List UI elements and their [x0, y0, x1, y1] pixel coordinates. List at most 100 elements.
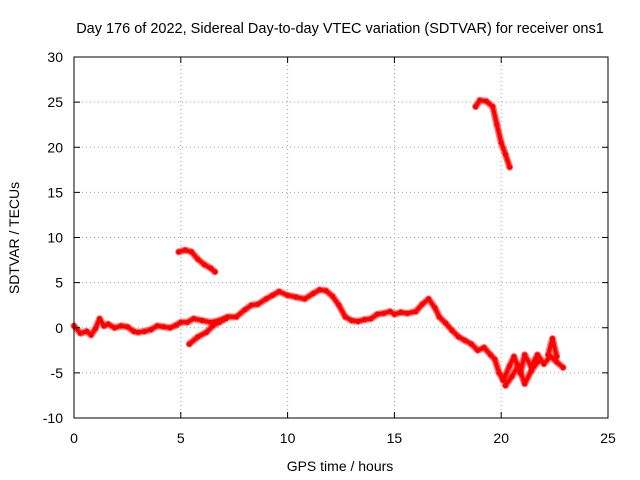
data-point: [216, 319, 222, 325]
data-point: [329, 293, 336, 299]
data-point: [462, 337, 468, 343]
data-point: [534, 352, 541, 358]
y-tick-label: 15: [47, 184, 63, 200]
data-point: [191, 316, 197, 322]
data-point: [349, 317, 355, 324]
data-point: [496, 370, 502, 376]
data-point: [419, 301, 425, 307]
data-point: [498, 140, 504, 146]
data-point: [77, 330, 83, 336]
data-point: [522, 381, 528, 387]
data-point: [199, 317, 205, 324]
data-point: [436, 314, 442, 320]
data-point: [101, 323, 107, 329]
x-tick-label: 20: [493, 430, 509, 446]
x-axis-label: GPS time / hours: [287, 458, 394, 474]
data-point: [336, 302, 342, 308]
data-point: [263, 296, 269, 302]
data-point: [492, 356, 498, 362]
data-point: [443, 320, 449, 326]
data-point: [515, 363, 521, 369]
data-point: [184, 319, 190, 325]
data-point: [534, 359, 541, 365]
data-point: [173, 322, 180, 328]
data-point: [148, 327, 154, 333]
x-tick-label: 5: [177, 430, 185, 446]
y-tick-label: 5: [55, 275, 63, 291]
data-point: [112, 325, 118, 331]
y-tick-label: 25: [47, 94, 63, 110]
y-tick-label: 0: [55, 320, 63, 336]
data-point: [201, 262, 207, 268]
data-point: [154, 323, 160, 329]
data-point: [270, 292, 276, 298]
data-point: [455, 334, 462, 340]
data-point: [317, 287, 323, 293]
data-point: [84, 328, 90, 334]
data-point: [549, 336, 556, 342]
data-point: [92, 326, 98, 332]
data-point: [302, 296, 308, 302]
data-point: [391, 311, 397, 317]
data-point: [490, 104, 496, 110]
data-point: [541, 361, 547, 367]
data-point: [502, 382, 509, 389]
data-point: [285, 292, 291, 298]
data-point: [404, 310, 410, 316]
x-tick-label: 15: [387, 430, 403, 446]
chart-title: Day 176 of 2022, Sidereal Day-to-day VTE…: [76, 21, 604, 37]
y-tick-label: 30: [47, 49, 63, 65]
data-point: [242, 307, 248, 313]
data-point: [560, 364, 566, 371]
data-point: [477, 97, 483, 103]
data-point: [135, 329, 141, 335]
series-line-3: [473, 98, 512, 170]
data-point: [361, 317, 368, 323]
data-point: [509, 373, 515, 380]
data-point: [124, 324, 130, 330]
y-tick-label: -5: [51, 365, 64, 381]
data-point: [310, 290, 316, 297]
data-point: [131, 328, 137, 334]
x-tick-label: 10: [280, 430, 296, 446]
data-point: [293, 294, 299, 300]
data-point: [522, 352, 528, 358]
data-point: [118, 323, 124, 329]
data-point: [186, 341, 192, 347]
data-point: [178, 319, 184, 325]
data-point: [483, 98, 489, 104]
series-band-0: [70, 286, 507, 384]
y-tick-label: 20: [47, 139, 63, 155]
data-point: [188, 249, 195, 255]
data-point: [481, 345, 487, 351]
data-point: [342, 314, 348, 320]
data-point: [494, 122, 500, 128]
data-point: [212, 269, 218, 275]
data-point: [426, 296, 432, 302]
data-point: [355, 318, 361, 324]
data-point: [182, 247, 188, 253]
data-point: [141, 328, 148, 334]
data-point: [210, 323, 216, 329]
data-point: [195, 334, 201, 340]
data-point: [195, 256, 201, 262]
data-point: [97, 316, 103, 322]
data-point: [554, 359, 560, 365]
data-point: [507, 363, 513, 369]
data-point: [545, 352, 551, 358]
data-point: [487, 352, 494, 358]
data-point: [161, 324, 167, 330]
data-point: [88, 332, 94, 338]
data-point: [473, 104, 479, 110]
y-axis-label: SDTVAR / TECUs: [6, 182, 22, 294]
data-point: [554, 354, 560, 360]
data-point: [105, 321, 111, 327]
data-point: [167, 325, 173, 331]
y-tick-label: 10: [47, 230, 63, 246]
y-tick-label: -10: [43, 410, 63, 426]
data-point: [323, 288, 329, 294]
data-point: [528, 368, 534, 374]
data-point: [255, 301, 261, 307]
data-point: [208, 265, 214, 271]
